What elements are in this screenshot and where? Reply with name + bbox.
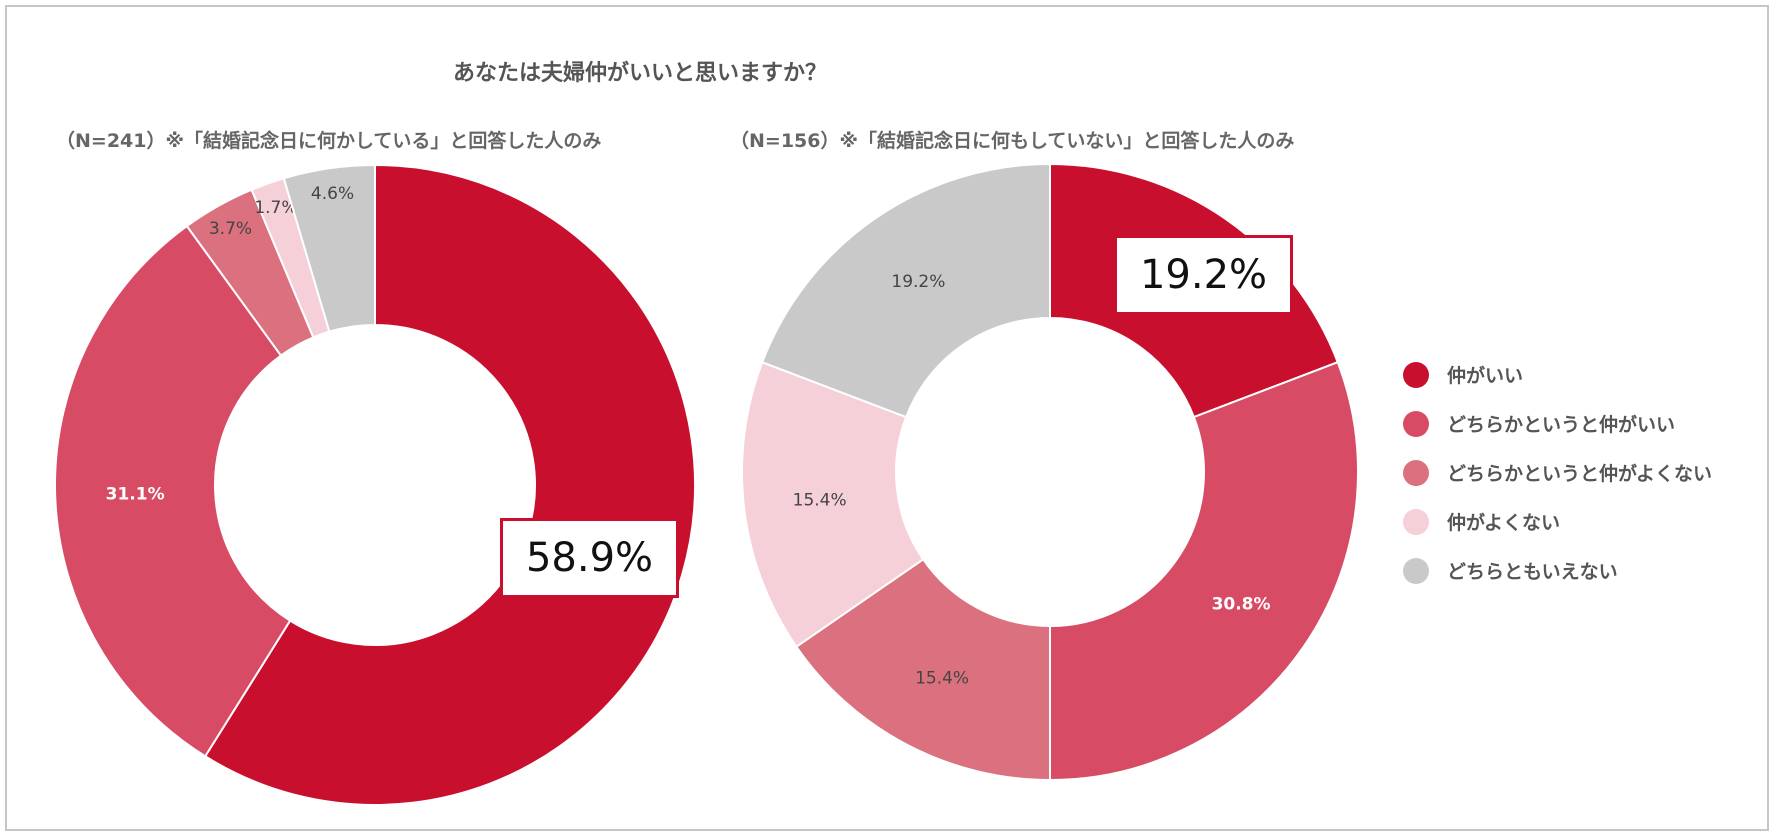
donut-slice	[54, 224, 292, 758]
chart-2-subtitle: （N=156）※「結婚記念日に何もしていない」と回答した人のみ	[730, 130, 1295, 152]
legend-label: 仲がいい	[1447, 365, 1524, 387]
slice-value-label: 31.1%	[106, 484, 165, 504]
slice-value-label: 19.2%	[891, 272, 945, 292]
legend-label: どちらかというと仲がいい	[1447, 414, 1676, 436]
slice-value-label: 1.7%	[254, 198, 297, 218]
legend-item: 仲がいい	[1403, 350, 1712, 399]
legend-swatch	[1403, 508, 1429, 535]
slice-value-label: 15.4%	[915, 668, 969, 688]
donut-slice	[1049, 360, 1359, 782]
slice-value-label: 4.6%	[311, 184, 354, 204]
legend-swatch	[1403, 361, 1429, 388]
legend-swatch	[1403, 557, 1429, 584]
legend-swatch	[1403, 459, 1429, 486]
chart-1-subtitle: （N=241）※「結婚記念日に何かしている」と回答した人のみ	[56, 130, 602, 152]
legend-item: どちらかというと仲がいい	[1403, 399, 1712, 448]
slice-value-label: 3.7%	[209, 219, 252, 239]
donut-slice	[282, 163, 376, 333]
slice-value-label: 30.8%	[1212, 595, 1271, 615]
slice-value-label: 15.4%	[793, 491, 847, 511]
donut-slice	[203, 163, 696, 806]
legend-label: どちらかというと仲がよくない	[1447, 463, 1713, 485]
legend: 仲がいい どちらかというと仲がいい どちらかというと仲がよくない 仲がよくない …	[1403, 350, 1712, 595]
legend-item: どちらかというと仲がよくない	[1403, 448, 1712, 497]
donut-slice	[760, 162, 1051, 419]
chart-1-highlight-callout: 58.9%	[500, 518, 679, 598]
legend-label: どちらともいえない	[1447, 561, 1618, 583]
donut-chart-1: 31.1% 3.7%1.7% 4.6%	[54, 163, 696, 806]
donut-slice	[741, 360, 925, 649]
chart-2-highlight-callout: 19.2%	[1114, 235, 1293, 315]
legend-item: どちらともいえない	[1403, 546, 1712, 595]
donut-slice	[794, 557, 1051, 782]
legend-swatch	[1403, 410, 1429, 437]
legend-label: 仲がよくない	[1447, 512, 1561, 534]
chart-title: あなたは夫婦仲がいいと思いますか？	[452, 61, 827, 86]
legend-item: 仲がよくない	[1403, 497, 1712, 546]
